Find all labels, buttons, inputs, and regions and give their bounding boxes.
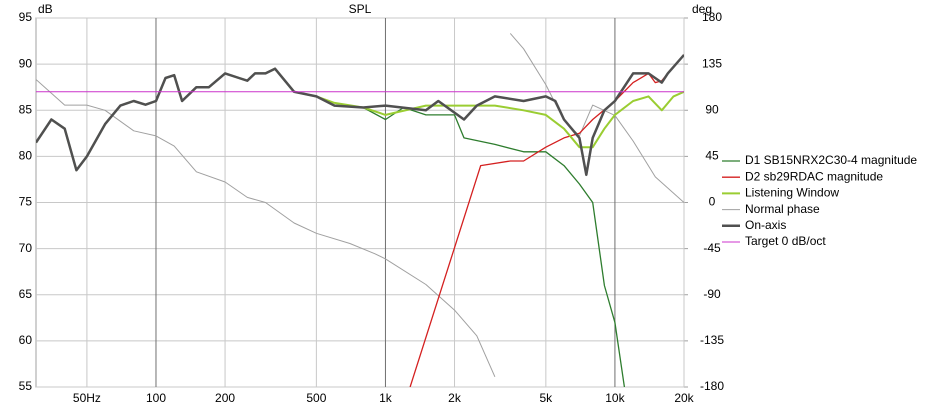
x-tick-label: 20k [674, 391, 694, 405]
series-line [36, 33, 684, 378]
y-tick-label: 80 [19, 149, 33, 163]
y2-tick-label: -90 [703, 287, 721, 301]
x-tick-label: 1k [379, 391, 393, 405]
legend-label: Target 0 dB/oct [745, 234, 826, 248]
x-tick-label: 5k [540, 391, 554, 405]
x-tick-label: 50Hz [73, 391, 101, 405]
legend-label: D2 sb29RDAC magnitude [745, 169, 883, 183]
y-tick-label: 65 [19, 287, 33, 301]
y2-tick-label: 0 [709, 195, 716, 209]
y-tick-label: 75 [19, 195, 33, 209]
x-tick-label: 200 [215, 391, 235, 405]
y2-tick-label: 180 [702, 10, 722, 24]
y-tick-label: 70 [19, 241, 33, 255]
y2-tick-label: 135 [702, 56, 722, 70]
y-tick-label: 60 [19, 333, 33, 347]
x-tick-label: 500 [306, 391, 326, 405]
chart-title: SPL [349, 2, 372, 16]
y-tick-label: 90 [19, 56, 33, 70]
y2-tick-label: -135 [700, 333, 724, 347]
y-tick-label: 55 [19, 379, 33, 393]
y2-tick-label: -180 [700, 379, 724, 393]
series-line [36, 54, 684, 177]
legend-label: Normal phase [745, 202, 820, 216]
y-axis-label: dB [38, 2, 53, 16]
y2-tick-label: -45 [703, 241, 721, 255]
x-tick-label: 100 [146, 391, 166, 405]
y2-tick-label: 45 [705, 149, 719, 163]
y2-tick-label: 90 [705, 102, 719, 116]
legend-label: On-axis [745, 218, 786, 232]
x-tick-label: 10k [605, 391, 625, 405]
y2-axis-label: deg [692, 2, 712, 16]
y-tick-label: 85 [19, 102, 33, 116]
legend-label: D1 SB15NRX2C30-4 magnitude [745, 153, 917, 167]
legend-label: Listening Window [745, 186, 839, 200]
y-tick-label: 95 [19, 10, 33, 24]
x-tick-label: 2k [448, 391, 462, 405]
